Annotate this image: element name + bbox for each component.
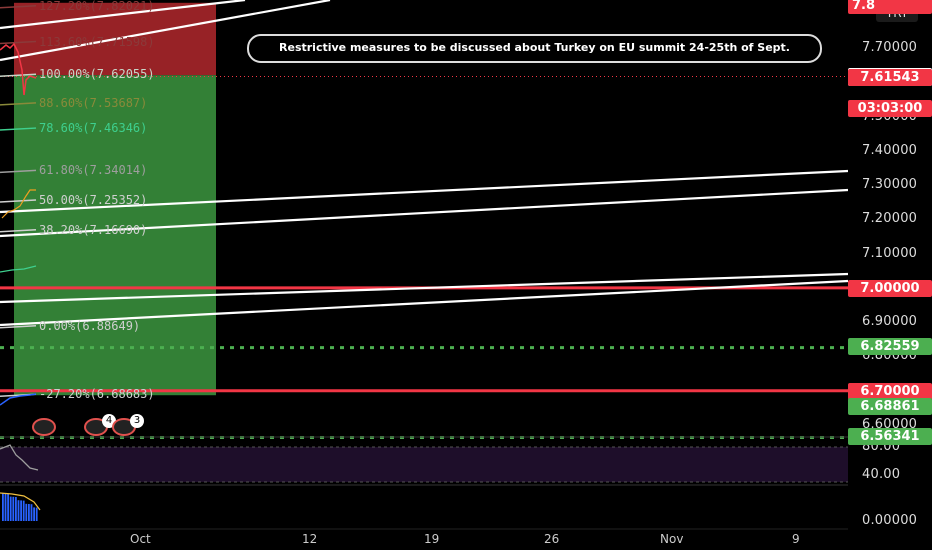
y-tick-4: 7.20000 <box>862 211 918 227</box>
indicator-series-blue <box>0 393 37 406</box>
y-tick-7: 6.90000 <box>862 314 918 330</box>
indicator-series-green <box>0 265 37 273</box>
osc-tick-1: 40.00 <box>862 467 901 482</box>
x-tick-0: Oct <box>130 532 151 546</box>
price-label-6: 6.68861 <box>848 398 932 415</box>
fib-line-8 <box>0 325 37 329</box>
x-tick-2: 19 <box>424 532 440 546</box>
event-marker-0[interactable] <box>32 418 56 436</box>
trend-line-1 <box>0 0 331 62</box>
volume-bar-2 <box>7 493 9 521</box>
x-tick-3: 26 <box>544 532 560 546</box>
fib-line-5 <box>0 169 37 174</box>
price-series <box>0 42 37 96</box>
news-callout[interactable]: Restrictive measures to be discussed abo… <box>247 34 822 63</box>
volume-bar-0 <box>2 493 4 521</box>
fib-line-4 <box>0 127 37 131</box>
fib-label-7: 38.20%(7.16690) <box>39 222 148 237</box>
volume-bar-5 <box>15 497 17 521</box>
position-target-zone <box>14 75 216 396</box>
trend-line-3 <box>0 188 849 238</box>
trend-line-5 <box>0 279 849 327</box>
fib-line-6 <box>0 199 37 203</box>
volume-bar-8 <box>22 500 25 521</box>
volume-bar-12 <box>33 507 35 521</box>
volume-bar-6 <box>17 500 20 521</box>
volume-bar-13 <box>35 507 38 521</box>
fib-label-9: -27.20%(6.68683) <box>39 387 155 402</box>
trend-line-2 <box>0 169 849 214</box>
fib-label-0: 127.20%(7.82021) <box>39 0 155 13</box>
price-label-1: 7.61543 <box>848 68 932 86</box>
x-tick-5: 9 <box>792 532 800 546</box>
fib-line-0 <box>0 5 37 9</box>
fib-label-6: 50.00%(7.25352) <box>39 193 148 207</box>
volume-bar-11 <box>30 504 33 521</box>
price-label-5: 6.70000 <box>848 382 932 400</box>
oscillator-band <box>0 447 848 482</box>
price-label-4: 6.82559 <box>848 338 932 355</box>
volume-bar-3 <box>9 496 12 521</box>
fib-line-3 <box>0 102 37 106</box>
y-tick-5: 7.10000 <box>862 245 918 261</box>
vol-tick-0: 0.00000 <box>862 513 918 528</box>
x-tick-1: 12 <box>302 532 318 546</box>
indicator-series-orange <box>1 189 36 219</box>
fib-label-1: 113.60%(7.71598) <box>39 34 155 49</box>
fib-label-5: 61.80%(7.34014) <box>39 163 148 178</box>
trend-line-4 <box>0 272 849 304</box>
fib-line-7 <box>0 228 37 233</box>
volume-bar-1 <box>4 493 7 521</box>
fib-line-2 <box>0 73 37 77</box>
volume-bar-10 <box>28 504 30 521</box>
y-tick-2: 7.40000 <box>862 142 918 158</box>
price-label-7: 6.56341 <box>848 428 932 445</box>
trend-line-0 <box>0 0 246 30</box>
event-badge-2[interactable]: 3 <box>130 414 144 428</box>
fib-label-3: 88.60%(7.53687) <box>39 95 148 110</box>
x-tick-4: Nov <box>660 532 684 546</box>
y-tick-3: 7.30000 <box>862 177 918 193</box>
volume-bar-9 <box>25 503 28 521</box>
volume-ma <box>0 492 41 511</box>
fib-label-8: 0.00%(6.88649) <box>39 318 141 333</box>
y-tick-0: 7.70000 <box>862 40 918 55</box>
volume-bar-7 <box>20 500 22 521</box>
oscillator-line <box>0 444 39 471</box>
volume-bar-4 <box>12 496 15 521</box>
fib-line-1 <box>0 40 37 45</box>
top-price-pill: 7.8 <box>848 0 932 14</box>
price-label-2: 03:03:00 <box>848 100 932 117</box>
fib-label-4: 78.60%(7.46346) <box>39 121 148 136</box>
price-label-3: 7.00000 <box>848 279 932 297</box>
fib-label-2: 100.00%(7.62055) <box>39 67 155 82</box>
